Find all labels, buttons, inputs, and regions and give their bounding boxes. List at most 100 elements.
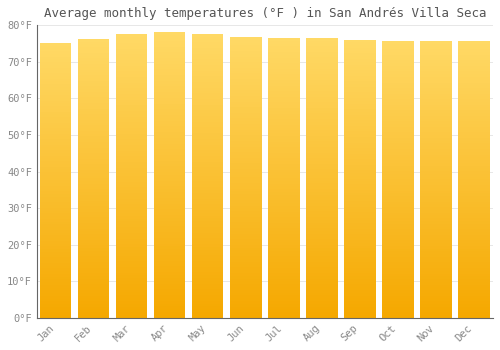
Bar: [192, 278, 224, 281]
Bar: [154, 301, 186, 303]
Bar: [154, 229, 186, 232]
Bar: [230, 267, 262, 270]
Bar: [78, 315, 110, 318]
Bar: [154, 275, 186, 278]
Bar: [154, 195, 186, 198]
Bar: [458, 102, 490, 105]
Bar: [306, 141, 338, 144]
Bar: [306, 203, 338, 206]
Bar: [40, 241, 72, 244]
Bar: [458, 193, 490, 196]
Bar: [116, 97, 148, 100]
Bar: [116, 193, 148, 196]
Bar: [268, 234, 300, 237]
Bar: [40, 214, 72, 216]
Bar: [382, 296, 414, 299]
Bar: [230, 200, 262, 203]
Bar: [420, 224, 452, 226]
Bar: [116, 134, 148, 136]
Bar: [40, 60, 72, 62]
Bar: [78, 136, 110, 139]
Bar: [420, 235, 452, 238]
Bar: [420, 221, 452, 224]
Bar: [116, 188, 148, 190]
Bar: [306, 127, 338, 130]
Bar: [192, 267, 224, 270]
Bar: [116, 111, 148, 114]
Bar: [306, 77, 338, 80]
Bar: [116, 227, 148, 230]
Bar: [420, 149, 452, 152]
Bar: [382, 260, 414, 262]
Bar: [78, 282, 110, 285]
Bar: [40, 131, 72, 134]
Bar: [154, 98, 186, 101]
Bar: [78, 240, 110, 243]
Bar: [78, 106, 110, 108]
Bar: [154, 303, 186, 307]
Bar: [230, 127, 262, 130]
Bar: [420, 276, 452, 279]
Bar: [78, 145, 110, 148]
Bar: [116, 256, 148, 258]
Bar: [116, 105, 148, 108]
Bar: [40, 122, 72, 125]
Bar: [78, 195, 110, 198]
Bar: [40, 175, 72, 177]
Bar: [116, 199, 148, 202]
Bar: [230, 290, 262, 293]
Bar: [268, 131, 300, 133]
Bar: [268, 301, 300, 304]
Bar: [458, 171, 490, 174]
Bar: [420, 49, 452, 52]
Bar: [268, 239, 300, 242]
Bar: [78, 150, 110, 153]
Bar: [154, 278, 186, 281]
Bar: [382, 188, 414, 190]
Bar: [306, 99, 338, 102]
Bar: [382, 274, 414, 276]
Bar: [306, 66, 338, 69]
Bar: [78, 312, 110, 315]
Bar: [458, 221, 490, 224]
Bar: [344, 95, 376, 98]
Bar: [268, 298, 300, 301]
Bar: [192, 270, 224, 272]
Bar: [78, 42, 110, 44]
Bar: [40, 246, 72, 249]
Bar: [192, 315, 224, 318]
Bar: [40, 134, 72, 136]
Bar: [154, 286, 186, 289]
Bar: [344, 193, 376, 195]
Bar: [344, 126, 376, 128]
Bar: [344, 279, 376, 282]
Bar: [420, 193, 452, 196]
Bar: [40, 136, 72, 139]
Bar: [116, 43, 148, 46]
Bar: [230, 242, 262, 245]
Bar: [116, 139, 148, 142]
Bar: [458, 182, 490, 185]
Bar: [192, 93, 224, 96]
Bar: [306, 178, 338, 181]
Bar: [40, 233, 72, 235]
Title: Average monthly temperatures (°F ) in San Andrés Villa Seca: Average monthly temperatures (°F ) in Sa…: [44, 7, 486, 20]
Bar: [116, 196, 148, 199]
Bar: [420, 309, 452, 312]
Bar: [40, 51, 72, 54]
Bar: [268, 245, 300, 248]
Bar: [306, 301, 338, 304]
Bar: [154, 187, 186, 189]
Bar: [458, 265, 490, 268]
Bar: [154, 158, 186, 161]
Bar: [382, 146, 414, 149]
Bar: [192, 76, 224, 79]
Bar: [382, 102, 414, 105]
Bar: [382, 41, 414, 44]
Bar: [382, 240, 414, 243]
Bar: [458, 224, 490, 226]
Bar: [382, 235, 414, 238]
Bar: [306, 192, 338, 195]
Bar: [268, 49, 300, 52]
Bar: [192, 65, 224, 68]
